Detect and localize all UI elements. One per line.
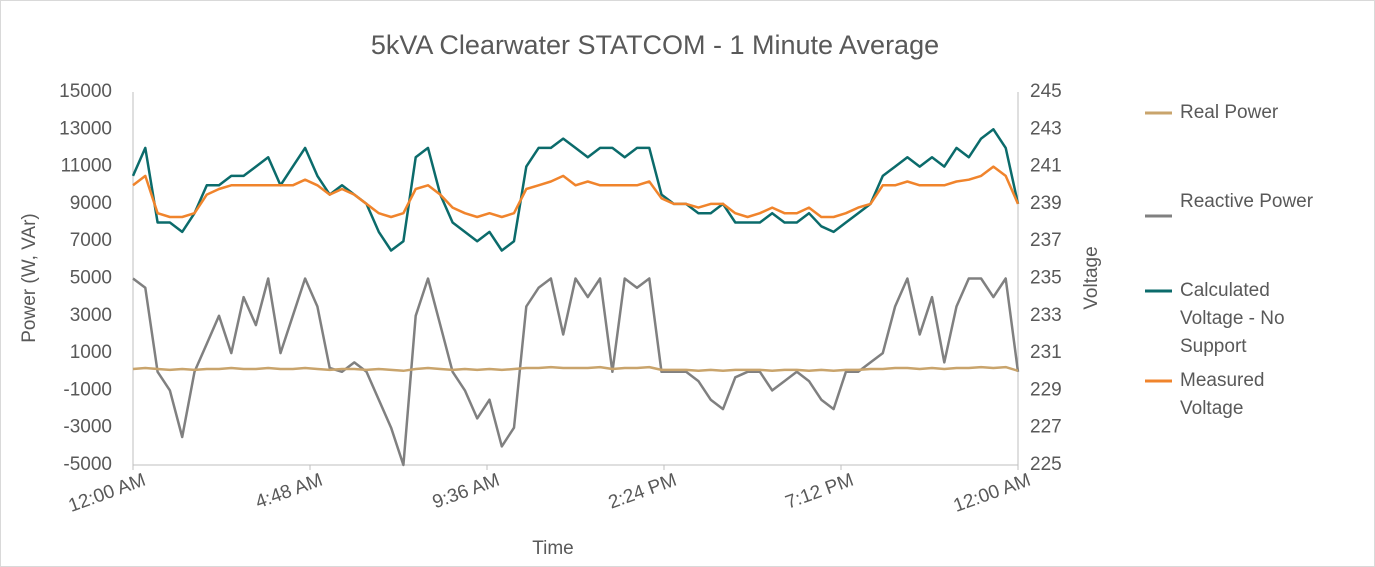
y-tick-label: 5000 [70, 268, 112, 289]
legend-label: Real Power [1180, 102, 1279, 123]
series-line [132, 277, 1020, 467]
y-axis-title: Power (W, VAr) [19, 213, 40, 343]
y-tick-label: -1000 [63, 379, 112, 400]
y-tick-label: -5000 [63, 454, 112, 475]
y-tick-label: 3000 [70, 305, 112, 326]
legend-label: Measured Voltage [1180, 370, 1265, 419]
series-line [132, 165, 1020, 219]
legend-label: Reactive Power [1180, 191, 1314, 212]
y-tick-label: 7000 [70, 230, 112, 251]
y2-tick-label: 231 [1030, 342, 1062, 363]
y2-tick-label: 235 [1030, 268, 1062, 289]
y2-tick-label: 237 [1030, 230, 1062, 251]
y2-tick-label: 245 [1030, 81, 1062, 102]
y2-tick-label: 233 [1030, 305, 1062, 326]
y2-tick-label: 241 [1030, 156, 1062, 177]
y2-tick-label: 229 [1030, 379, 1062, 400]
y-tick-label: 13000 [59, 118, 112, 139]
y-tick-label: 15000 [59, 81, 112, 102]
series-line [132, 365, 1019, 373]
chart-title: 5kVA Clearwater STATCOM - 1 Minute Avera… [371, 30, 939, 60]
y-tick-label: 9000 [70, 193, 112, 214]
y-tick-label: -3000 [63, 417, 112, 438]
y2-tick-label: 225 [1030, 454, 1062, 475]
y-tick-label: 1000 [70, 342, 112, 363]
y2-axis-title: Voltage [1081, 246, 1102, 309]
x-axis-title: Time [532, 538, 574, 559]
y2-tick-label: 239 [1030, 193, 1062, 214]
y-tick-label: 11000 [61, 156, 112, 177]
y2-tick-label: 227 [1030, 417, 1062, 438]
y2-tick-label: 243 [1030, 118, 1062, 139]
legend-label: Calculated Voltage - No Support [1180, 280, 1285, 357]
